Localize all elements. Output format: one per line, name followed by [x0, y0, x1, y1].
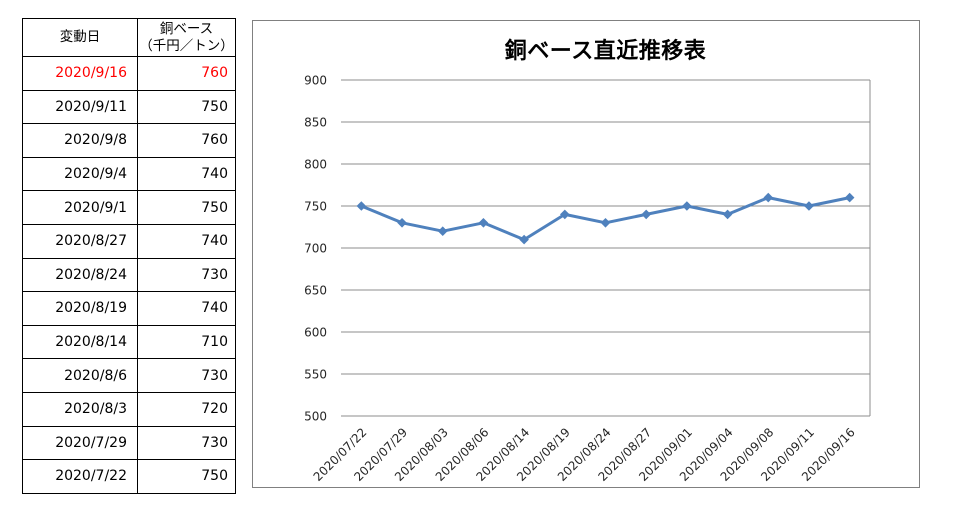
value-cell[interactable]: 710 [137, 324, 236, 360]
table-row: 2020/9/11 750 [22, 89, 236, 125]
table-row: 2020/8/14 710 [22, 324, 236, 360]
value-cell[interactable]: 730 [137, 257, 236, 293]
col-header-date[interactable]: 変動日 [22, 18, 138, 57]
data-point-marker [397, 218, 407, 228]
table-header-row: 変動日 銅ベース （千円／トン） [22, 18, 236, 57]
col-header-value-line1: 銅ベース [159, 20, 214, 37]
table-row: 2020/8/19 740 [22, 291, 236, 326]
value-cell[interactable]: 730 [137, 358, 236, 393]
date-cell[interactable]: 2020/9/4 [22, 156, 138, 192]
y-tick-label: 500 [304, 410, 327, 424]
date-cell[interactable]: 2020/9/16 [22, 56, 138, 91]
col-header-value-line2: （千円／トン） [139, 37, 234, 54]
data-point-marker [560, 209, 570, 220]
data-point-marker [844, 192, 855, 203]
date-cell[interactable]: 2020/8/24 [22, 257, 138, 293]
data-point-marker [356, 201, 367, 211]
line-chart: 5005506006507007508008509002020/07/22202… [304, 74, 871, 484]
y-tick-label: 850 [304, 116, 327, 130]
date-cell[interactable]: 2020/8/27 [22, 223, 138, 259]
date-cell[interactable]: 2020/8/6 [22, 358, 138, 393]
data-point-marker [478, 218, 489, 228]
date-cell[interactable]: 2020/9/11 [22, 89, 138, 125]
data-point-marker [519, 234, 529, 245]
y-tick-label: 550 [304, 368, 327, 382]
date-cell[interactable]: 2020/8/19 [22, 291, 138, 326]
data-point-marker [641, 209, 651, 220]
table-row: 2020/9/4 740 [22, 156, 236, 192]
date-cell[interactable]: 2020/8/3 [22, 391, 138, 427]
value-cell[interactable]: 740 [137, 223, 236, 259]
table-row: 2020/7/29 730 [22, 425, 236, 461]
date-cell[interactable]: 2020/7/22 [22, 459, 138, 494]
data-point-marker [437, 226, 448, 236]
value-cell[interactable]: 720 [137, 391, 236, 427]
date-cell[interactable]: 2020/9/8 [22, 123, 138, 158]
y-tick-label: 700 [304, 242, 327, 256]
col-header-value[interactable]: 銅ベース （千円／トン） [137, 18, 236, 57]
table-row: 2020/9/16 760 [22, 56, 236, 91]
data-point-marker [804, 201, 814, 211]
data-point-marker [682, 201, 692, 211]
table-row: 2020/8/24 730 [22, 257, 236, 293]
value-cell[interactable]: 750 [137, 190, 236, 225]
col-header-date-label: 変動日 [59, 29, 101, 46]
y-tick-label: 750 [304, 200, 327, 214]
y-tick-label: 800 [304, 158, 327, 172]
value-cell[interactable]: 760 [137, 56, 236, 91]
value-cell[interactable]: 760 [137, 123, 236, 158]
table-row: 2020/8/3 720 [22, 391, 236, 427]
value-cell[interactable]: 730 [137, 425, 236, 461]
y-tick-label: 650 [304, 284, 327, 298]
table-row: 2020/9/8 760 [22, 123, 236, 158]
chart-title: 銅ベース直近推移表 [504, 39, 707, 64]
data-point-marker [722, 209, 733, 220]
value-cell[interactable]: 740 [137, 156, 236, 192]
y-tick-label: 900 [304, 74, 327, 88]
data-point-marker [600, 218, 611, 228]
value-cell[interactable]: 740 [137, 291, 236, 326]
y-tick-label: 600 [304, 326, 327, 340]
date-cell[interactable]: 2020/7/29 [22, 425, 138, 461]
table-row: 2020/7/22 750 [22, 459, 236, 494]
value-cell[interactable]: 750 [137, 89, 236, 125]
value-cell[interactable]: 750 [137, 459, 236, 494]
date-cell[interactable]: 2020/9/1 [22, 190, 138, 225]
table-row: 2020/8/6 730 [22, 358, 236, 393]
table-row: 2020/9/1 750 [22, 190, 236, 225]
table-row: 2020/8/27 740 [22, 223, 236, 259]
date-cell[interactable]: 2020/8/14 [22, 324, 138, 360]
price-table: 変動日 銅ベース （千円／トン） 2020/9/16 760 2020/9/11 75… [22, 18, 236, 494]
data-point-marker [763, 192, 774, 203]
chart-frame[interactable]: 500 550 600 650 700 750 800 850 900 2020/07/22 202… [252, 20, 920, 488]
